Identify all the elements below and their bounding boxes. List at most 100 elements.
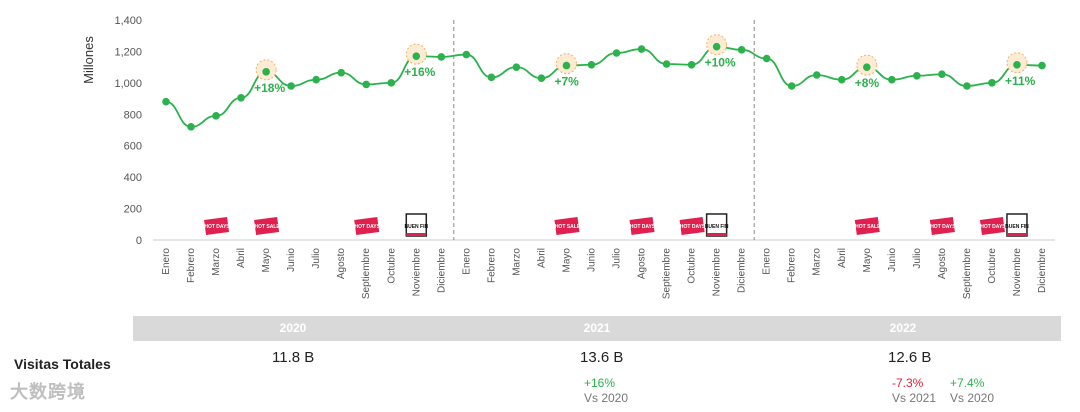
x-tick-label: Noviembre: [411, 248, 422, 297]
x-tick-label: Octubre: [386, 248, 397, 284]
x-tick-label: Febrero: [486, 248, 497, 283]
y-tick-label: 800: [124, 109, 142, 121]
year-label-2020: 2020: [279, 321, 307, 335]
data-point: [412, 52, 421, 60]
data-point: [512, 63, 521, 71]
watermark-logo: 大数跨境: [10, 382, 86, 402]
hot-days-badge-text: HOT DAYS: [630, 224, 656, 230]
y-tick-label: 1,000: [114, 78, 142, 90]
year-bar: 2020 2021 2022: [133, 316, 1061, 341]
data-point: [963, 82, 971, 90]
data-point: [1038, 61, 1046, 70]
x-tick-label: Marzo: [511, 248, 522, 276]
buen-fin-badge-stripe: [1006, 233, 1027, 236]
y-tick-label: 0: [136, 235, 142, 247]
x-tick-label: Mayo: [561, 248, 572, 273]
x-tick-label: Septiembre: [662, 248, 673, 300]
x-tick-label: Junio: [887, 248, 898, 272]
y-tick-label: 600: [124, 141, 142, 153]
data-point: [737, 46, 746, 54]
growth-2021-vs: Vs 2020: [584, 391, 629, 405]
hot-days-badge-text: HOT DAYS: [204, 224, 230, 230]
x-tick-label: Febrero: [186, 248, 197, 283]
x-tick-label: Octubre: [687, 248, 698, 284]
x-tick-label: Abril: [837, 248, 848, 268]
x-tick-label: Marzo: [211, 248, 222, 276]
buen-fin-badge-stripe: [706, 233, 727, 236]
series-line: [165, 45, 1043, 128]
visits-total-label: Visitas Totales: [14, 356, 111, 372]
hot-sale-badge: [254, 217, 280, 235]
growth-2022-vs-2021: -7.3%: [892, 376, 924, 390]
data-point: [262, 68, 270, 76]
hot-days-badge: [929, 217, 955, 235]
data-point: [162, 97, 170, 106]
data-point: [988, 79, 996, 87]
x-tick-label: Julio: [612, 248, 623, 269]
data-point: [562, 61, 571, 70]
hot-days-badge: [679, 217, 705, 235]
x-tick-label: Abril: [536, 248, 547, 268]
x-tick-label: Marzo: [812, 248, 823, 276]
data-point: [362, 80, 371, 89]
y-axis-label: Millones: [81, 36, 96, 84]
data-point: [938, 70, 946, 79]
x-tick-label: Diciembre: [436, 248, 447, 293]
growth-2022-vs-2020: +7.4%: [950, 376, 985, 390]
x-tick-label: Diciembre: [1037, 248, 1048, 293]
buen-fin-badge-stripe: [406, 233, 427, 236]
hot-sale-badge-text: HOT SALE: [555, 224, 581, 230]
hot-days-badge-text: HOT DAYS: [680, 224, 706, 230]
buen-fin-badge-text: BUEN FIN: [705, 224, 729, 230]
x-tick-label: Diciembre: [737, 248, 748, 293]
data-point: [462, 50, 471, 59]
data-point: [1013, 60, 1021, 69]
data-point: [762, 54, 771, 63]
year-label-2021: 2021: [583, 321, 611, 335]
x-tick-label: Febrero: [787, 248, 798, 283]
data-point: [863, 63, 871, 71]
growth-annotation: +11%: [1005, 74, 1036, 88]
data-point: [587, 60, 596, 69]
data-point: [437, 53, 446, 61]
data-point: [662, 60, 671, 68]
y-tick-label: 1,200: [114, 46, 142, 58]
data-point: [712, 42, 721, 51]
y-tick-label: 200: [124, 204, 142, 216]
growth-2021: +16%: [584, 376, 616, 390]
hot-days-badge: [629, 217, 655, 235]
hot-days-badge: [204, 217, 230, 235]
growth-2022-vs-2020-label: Vs 2020: [950, 391, 995, 405]
x-tick-label: Noviembre: [712, 248, 723, 297]
buen-fin-badge-text: BUEN FIN: [1005, 224, 1029, 230]
visits-line-chart: Millones 0 200 400 600 800 1,000 1,200 1,400 Ener…: [81, 15, 1055, 300]
hot-sale-badge: [854, 217, 880, 235]
x-tick-label: Mayo: [261, 248, 272, 273]
growth-annotation: +10%: [705, 56, 736, 70]
hot-days-badge-text: HOT DAYS: [930, 224, 956, 230]
data-point: [637, 45, 646, 53]
x-tick-label: Julio: [311, 248, 322, 269]
x-tick-label: Enero: [161, 248, 172, 275]
x-tick-label: Octubre: [987, 248, 998, 284]
data-point: [212, 112, 220, 120]
data-point: [913, 71, 921, 80]
data-point: [888, 75, 896, 84]
x-tick-label: Junio: [586, 248, 597, 272]
hot-days-badge-text: HOT DAYS: [980, 224, 1006, 230]
data-point: [287, 82, 295, 90]
x-tick-label: Abril: [236, 248, 247, 268]
growth-annotation: +8%: [855, 76, 880, 90]
x-tick-label: Noviembre: [1012, 248, 1023, 297]
data-point: [187, 123, 195, 131]
growth-2022-vs-2021-label: Vs 2021: [892, 391, 937, 405]
data-point: [687, 60, 696, 69]
total-2021: 13.6 B: [580, 349, 624, 366]
x-tick-label: Septiembre: [962, 248, 973, 300]
data-point: [837, 75, 846, 84]
data-point: [237, 93, 245, 102]
x-tick-label: Septiembre: [361, 248, 372, 300]
x-tick-label: Agosto: [937, 248, 948, 280]
hot-sale-badge: [554, 217, 580, 235]
total-2020: 11.8 B: [272, 349, 315, 366]
